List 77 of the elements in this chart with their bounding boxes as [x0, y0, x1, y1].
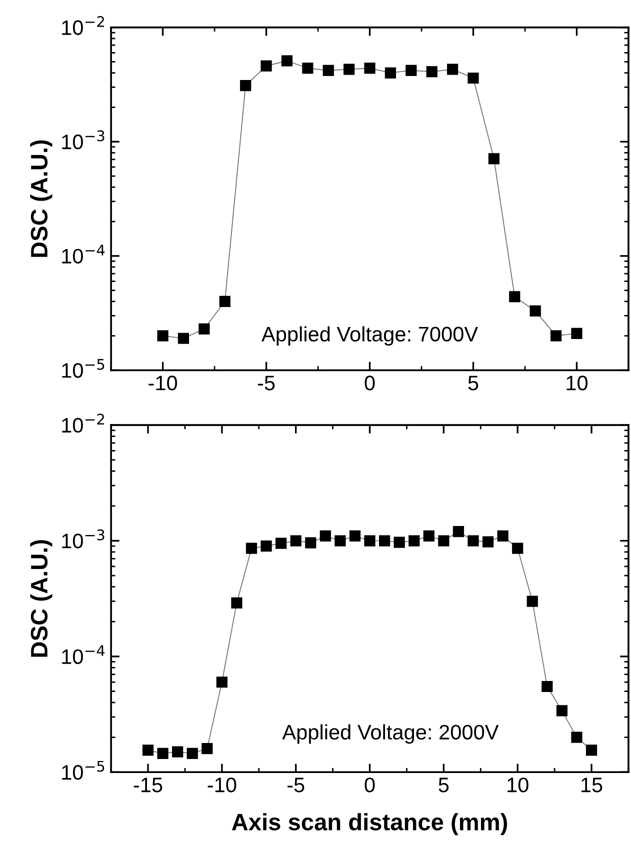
- point: [305, 537, 316, 548]
- x-tick-label: -10: [208, 778, 236, 792]
- annotation: Applied Voltage: 7000V: [262, 326, 478, 346]
- point: [334, 535, 346, 546]
- y-tick-label: 10$^{−4}$: [62, 645, 105, 664]
- point: [408, 535, 420, 546]
- point: [281, 55, 293, 66]
- point: [364, 535, 376, 546]
- point: [349, 530, 361, 542]
- x-tick-label: -5: [258, 376, 275, 390]
- point: [202, 742, 213, 754]
- point: [530, 305, 541, 317]
- point: [426, 66, 438, 78]
- point: [378, 535, 390, 546]
- point: [157, 748, 168, 760]
- y-axis-title: DSC (A.U.): [30, 540, 52, 657]
- point: [172, 746, 184, 758]
- point: [240, 80, 252, 92]
- x-tick-label: -10: [148, 376, 178, 390]
- x-tick-label: 0: [364, 376, 375, 390]
- point: [246, 542, 258, 554]
- y-tick-label: 10$^{−4}$: [62, 244, 105, 264]
- point: [556, 705, 568, 716]
- point: [406, 64, 417, 76]
- x-tick-label: -5: [288, 778, 304, 792]
- x-tick-label: 10: [566, 376, 588, 390]
- y-tick-label: 10$^{−2}$: [62, 16, 104, 36]
- x-tick-label: 0: [364, 778, 375, 792]
- point: [302, 62, 314, 74]
- point: [260, 540, 272, 552]
- x-tick-label: 10: [508, 778, 528, 792]
- point: [394, 536, 405, 548]
- x-tick-label: 5: [438, 778, 449, 792]
- point: [571, 732, 582, 743]
- point: [452, 526, 464, 538]
- y-tick-label: 10$^{−5}$: [62, 760, 104, 780]
- x-axis-title: Axis scan distance (mm): [232, 813, 508, 836]
- point: [219, 296, 230, 307]
- point: [550, 330, 562, 342]
- point: [446, 64, 458, 75]
- point: [260, 60, 272, 72]
- y-tick-label: 10$^{−2}$: [62, 414, 104, 433]
- point: [571, 328, 582, 339]
- point: [142, 744, 154, 756]
- annotation: Applied Voltage: 2000V: [282, 724, 499, 744]
- point: [290, 535, 302, 546]
- point: [178, 332, 190, 344]
- point: [438, 535, 450, 546]
- y-axis-title: DSC (A.U.): [30, 140, 52, 257]
- y-tick-label: 10$^{−3}$: [62, 130, 104, 150]
- point: [468, 72, 479, 84]
- point: [488, 153, 500, 164]
- point: [497, 530, 508, 542]
- point: [344, 64, 355, 75]
- point: [186, 748, 198, 760]
- point: [509, 291, 520, 302]
- point: [157, 330, 168, 342]
- x-tick-label: 5: [468, 376, 478, 390]
- point: [482, 536, 494, 548]
- point: [586, 744, 598, 756]
- point: [231, 597, 242, 609]
- point: [322, 64, 334, 76]
- point: [320, 530, 331, 542]
- y-tick-label: 10$^{−3}$: [62, 529, 104, 548]
- point: [216, 676, 228, 688]
- point: [276, 538, 287, 549]
- x-tick-label: -15: [134, 778, 162, 792]
- point: [423, 530, 434, 542]
- point: [512, 542, 524, 554]
- y-tick-label: 10$^{−5}$: [62, 359, 104, 378]
- point: [384, 67, 396, 78]
- x-tick-label: 15: [582, 778, 602, 792]
- point: [468, 535, 479, 546]
- point: [542, 680, 553, 692]
- point: [198, 323, 210, 334]
- point: [364, 62, 376, 74]
- point: [526, 596, 538, 607]
